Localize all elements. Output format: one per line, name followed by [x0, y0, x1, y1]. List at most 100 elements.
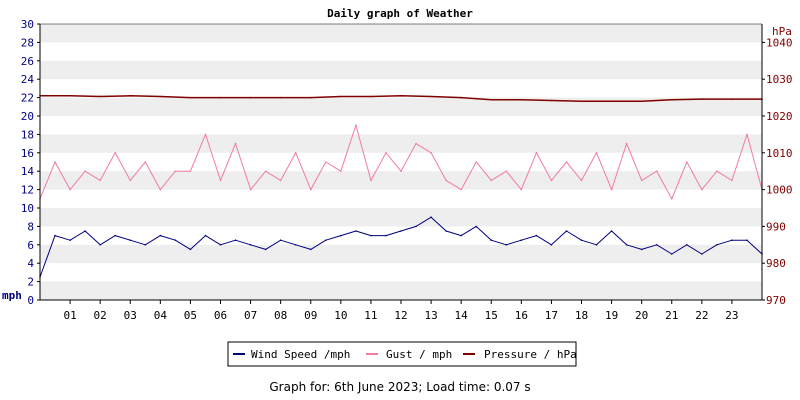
data-point-wind-speed [219, 244, 222, 246]
x-tick-label: 22 [695, 309, 708, 322]
x-tick-label: 20 [635, 309, 648, 322]
data-point-gust [655, 170, 658, 172]
data-point-wind-speed [595, 244, 598, 246]
data-point-gust [370, 179, 372, 182]
x-ticks: 01 02 03 04 05 06 07 08 09 10 11 12 13 14 15 16 17 18 19 20… [63, 300, 739, 322]
x-tick-label: 03 [124, 309, 137, 322]
x-tick-label: 18 [575, 309, 588, 322]
data-point-wind-speed [294, 244, 297, 246]
data-point-wind-speed [565, 230, 568, 232]
data-point-gust [324, 161, 327, 163]
data-point-gust [475, 161, 478, 163]
x-tick-label: 07 [244, 309, 257, 322]
data-point-wind-speed [114, 234, 117, 237]
data-point-gust [685, 161, 688, 163]
data-point-pressure [279, 96, 282, 99]
data-point-gust [400, 170, 402, 172]
x-tick-label: 04 [154, 309, 168, 322]
x-tick-label: 15 [485, 309, 498, 322]
data-point-wind-speed [400, 230, 402, 232]
data-point-gust [701, 188, 703, 191]
data-point-gust [415, 142, 417, 145]
x-tick-label: 21 [665, 309, 678, 322]
grid-band [40, 60, 762, 80]
series-layer [39, 94, 763, 278]
right-tick-label: 990 [766, 220, 786, 233]
data-point-pressure [99, 95, 101, 98]
data-point-pressure [309, 96, 312, 99]
data-point-wind-speed [309, 248, 312, 251]
grid-band [40, 281, 762, 300]
data-point-wind-speed [550, 244, 553, 246]
data-point-wind-speed [129, 239, 132, 241]
data-point-gust [84, 170, 86, 172]
left-tick-label: 18 [21, 128, 34, 141]
data-point-gust [610, 188, 613, 191]
data-point-gust [355, 124, 357, 126]
right-tick-label: 980 [766, 257, 786, 270]
right-tick-label: 970 [766, 294, 786, 307]
data-point-wind-speed [69, 239, 71, 241]
data-point-pressure [670, 99, 673, 101]
data-point-pressure [370, 95, 372, 98]
data-point-gust [69, 188, 71, 191]
left-tick-label: 26 [21, 55, 34, 68]
right-tick-label: 1040 [766, 36, 793, 49]
data-point-pressure [731, 98, 733, 100]
data-point-wind-speed [640, 248, 643, 251]
right-tick-label: 1000 [766, 184, 793, 197]
data-point-gust [505, 170, 508, 172]
left-tick-label: 10 [21, 202, 34, 215]
data-point-gust [340, 170, 342, 172]
grid-band [40, 97, 762, 116]
data-point-gust [535, 152, 538, 154]
data-point-wind-speed [445, 230, 447, 232]
data-point-gust [234, 142, 237, 145]
data-point-gust [279, 179, 282, 182]
data-point-wind-speed [174, 239, 177, 241]
data-point-wind-speed [490, 239, 493, 241]
data-point-wind-speed [460, 234, 462, 237]
data-point-gust [159, 188, 162, 191]
x-tick-label: 16 [515, 309, 528, 322]
left-axis-label: mph [2, 289, 22, 302]
chart-title: Daily graph of Weather [327, 7, 473, 20]
x-tick-label: 06 [214, 309, 227, 322]
data-point-wind-speed [144, 244, 147, 246]
grid-band [40, 208, 762, 227]
data-point-gust [565, 161, 568, 163]
data-point-gust [445, 179, 447, 182]
legend-label-pressure: Pressure / hPa [484, 348, 577, 361]
data-point-wind-speed [655, 244, 658, 246]
data-point-gust [670, 198, 673, 200]
grid-bands [40, 24, 762, 300]
left-tick-label: 24 [21, 73, 35, 86]
data-point-wind-speed [535, 234, 538, 237]
data-point-pressure [189, 96, 192, 99]
data-point-wind-speed [340, 234, 342, 237]
data-point-wind-speed [249, 244, 252, 246]
data-point-pressure [400, 94, 402, 97]
grid-band [40, 134, 762, 153]
data-point-gust [189, 170, 192, 172]
data-point-gust [264, 170, 267, 172]
data-point-wind-speed [716, 244, 718, 246]
data-point-wind-speed [204, 234, 207, 237]
data-point-gust [385, 152, 387, 154]
grid-band [40, 171, 762, 190]
right-y-ticks: 970 980 990 1000 1010 1020 1030 1040 [762, 36, 793, 307]
x-tick-label: 23 [725, 309, 738, 322]
grid-band [40, 244, 762, 264]
data-point-wind-speed [430, 216, 432, 218]
data-point-pressure [490, 99, 493, 101]
data-point-wind-speed [685, 244, 688, 246]
data-point-gust [490, 179, 493, 182]
right-tick-label: 1030 [766, 73, 793, 86]
data-point-gust [204, 133, 207, 136]
data-point-pressure [249, 96, 252, 99]
left-tick-label: 6 [27, 239, 34, 252]
data-point-wind-speed [610, 230, 613, 232]
data-point-pressure [460, 96, 462, 99]
x-tick-label: 10 [334, 309, 347, 322]
